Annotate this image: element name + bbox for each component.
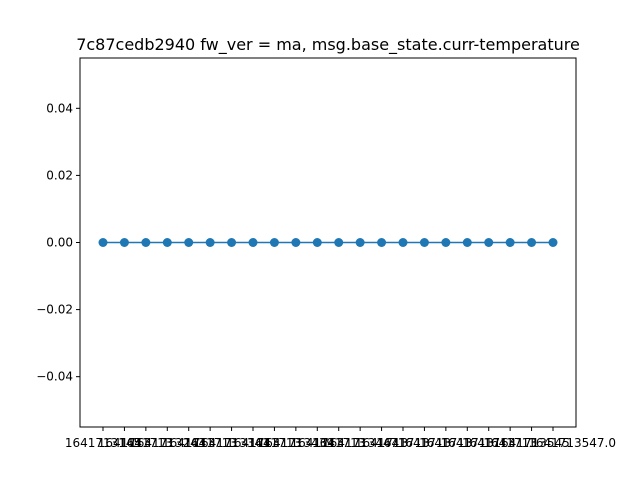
x-tick-label: 1641713547.0 [528,436,616,450]
y-tick-label: 0.00 [46,236,73,250]
data-point [98,238,108,247]
y-tick-label: 0.02 [46,168,73,182]
x-tick-label: 1641713243 [129,436,205,450]
x-tick-label: 1641713 [226,436,279,450]
data-point [484,238,494,247]
x-tick-label: 1641713 [312,436,365,450]
x-tick-label: 1641713 [119,436,172,450]
x-tick-label: 1641713 [98,436,151,450]
plot-area: 0.040.020.00−0.02−0.04164171314516417131… [36,101,616,450]
data-point [527,238,537,247]
y-tick-label: −0.04 [36,370,73,384]
x-tick-label: 1641713 [376,436,429,450]
x-tick-label: 1641713145 [65,436,141,450]
data-point [377,238,387,247]
data-point [248,238,258,247]
data-point [291,238,301,247]
axes-frame [79,57,577,428]
data-point [227,238,237,247]
x-tick-label: 1641713 [419,436,472,450]
data-point [205,238,215,247]
data-point [162,238,172,247]
x-tick-label: 1641713 [398,436,451,450]
x-tick-label: 1641713 [483,436,536,450]
data-point [419,238,429,247]
x-tick-label: 1641713 [248,436,301,450]
data-point [269,238,279,247]
data-point [119,238,129,247]
x-tick-label: 1641713 [462,436,515,450]
y-tick-label: −0.02 [36,303,73,317]
data-point [505,238,515,247]
x-tick-label: 1641713 [162,436,215,450]
data-point [312,238,322,247]
y-tick-label: 0.04 [46,101,73,115]
data-point [398,238,408,247]
x-tick-label: 1641713 [291,436,344,450]
x-tick-label: 1641713545 [493,436,569,450]
x-tick-label: 1641713 [183,436,236,450]
data-point [462,238,472,247]
data-point [184,238,194,247]
data-point [141,238,151,247]
chart-title: 7c87cedb2940 fw_ver = ma, msg.base_state… [76,35,580,55]
x-tick-label: 1641713341 [193,436,269,450]
data-point [355,238,365,247]
data-point [548,238,558,247]
x-tick-label: 1641713447 [322,436,398,450]
x-tick-label: 1641713439 [258,436,334,450]
x-tick-label: 1641713 [355,436,408,450]
data-point [441,238,451,247]
x-tick-label: 1641713 [441,436,494,450]
data-point [334,238,344,247]
